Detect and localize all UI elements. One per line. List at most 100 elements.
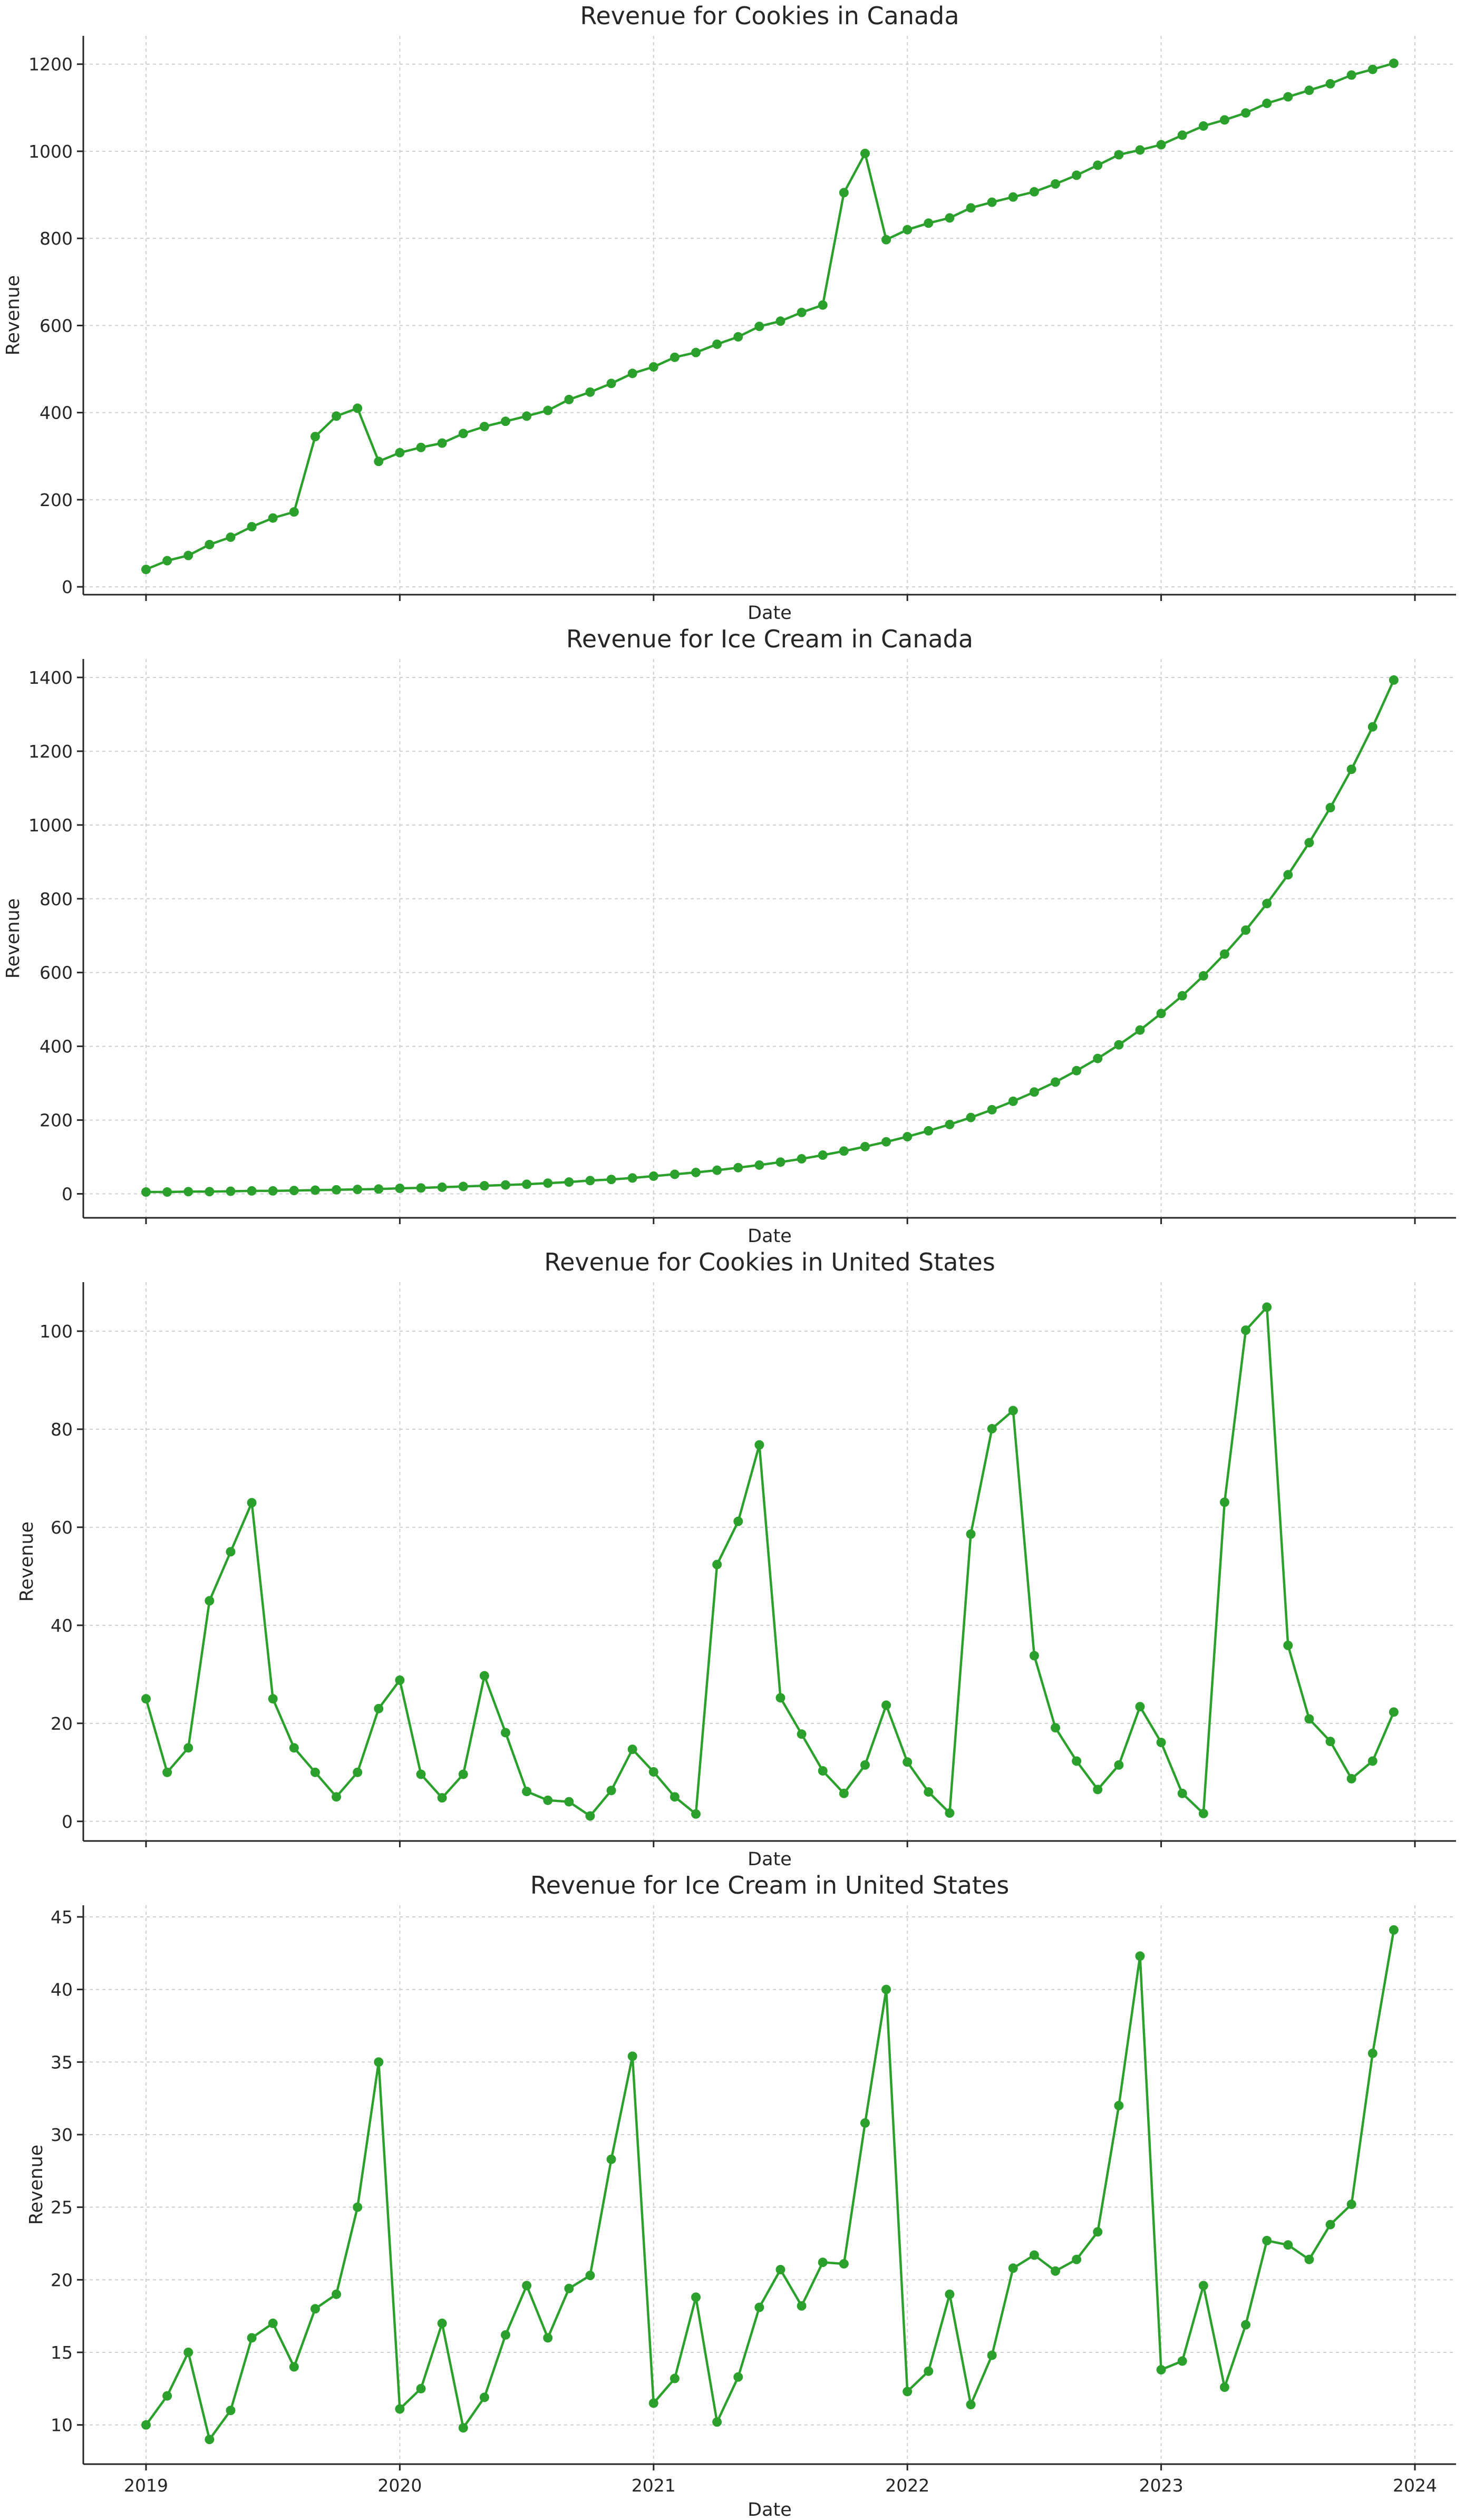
chart-1-point	[205, 539, 215, 549]
chart-4-point	[416, 2383, 426, 2393]
chart-2-point	[712, 1165, 722, 1175]
chart-2-point	[162, 1187, 172, 1197]
chart-4-point	[395, 2404, 405, 2414]
chart-3-point	[754, 1440, 764, 1450]
chart-2-point	[627, 1173, 637, 1183]
chart-1-point	[395, 448, 405, 458]
chart-2-point	[437, 1182, 447, 1192]
chart-2-point	[1219, 949, 1229, 959]
chart-4-point	[733, 2372, 743, 2382]
chart-3-point	[903, 1757, 913, 1767]
chart-1-point	[1156, 140, 1166, 150]
chart-3-point	[289, 1743, 299, 1753]
chart-1-ylabel: Revenue	[3, 275, 24, 355]
chart-3-point	[648, 1767, 658, 1777]
chart-4-ytick-label: 40	[51, 1980, 73, 2000]
chart-1-point	[247, 522, 257, 532]
chart-2-point	[839, 1146, 849, 1156]
chart-4-point	[775, 2265, 785, 2275]
chart-2-point	[289, 1186, 299, 1196]
chart-1-point	[1325, 79, 1335, 89]
chart-4-point	[500, 2330, 510, 2340]
chart-4-point	[437, 2318, 447, 2328]
chart-1-point	[500, 416, 510, 427]
chart-4-point	[839, 2259, 849, 2269]
chart-2-point	[183, 1187, 193, 1197]
chart-3-point	[966, 1529, 976, 1539]
chart-2-ytick-label: 1200	[28, 741, 73, 762]
chart-4-point	[945, 2289, 955, 2299]
chart-3-point	[818, 1766, 828, 1776]
chart-4-point	[1325, 2219, 1335, 2230]
chart-1-point	[183, 550, 193, 560]
chart-4-point	[1008, 2263, 1018, 2273]
chart-4-ytick-label: 25	[51, 2197, 73, 2218]
chart-2-point	[1262, 898, 1272, 908]
chart-2-point	[226, 1186, 236, 1196]
chart-4-point	[268, 2318, 278, 2328]
chart-3-xlabel: Date	[748, 1849, 792, 1870]
chart-4-ytick-label: 20	[51, 2270, 73, 2290]
chart-4-point	[1156, 2365, 1166, 2375]
chart-1-point	[1283, 92, 1293, 102]
chart-3-point	[395, 1675, 405, 1685]
chart-1-point	[881, 235, 891, 245]
chart-2-point	[924, 1126, 934, 1136]
chart-2-point	[332, 1185, 342, 1195]
chart-3-ytick-label: 100	[40, 1321, 73, 1342]
chart-3-point	[1156, 1738, 1166, 1748]
chart-2-ytick-label: 0	[62, 1184, 73, 1205]
chart-4-point	[1304, 2254, 1314, 2264]
chart-4-point	[374, 2057, 384, 2067]
chart-4-point	[903, 2387, 913, 2397]
chart-3-point	[1325, 1737, 1335, 1747]
chart-4-point	[966, 2400, 976, 2410]
chart-1-point	[818, 300, 828, 310]
chart-2-point	[1072, 1065, 1082, 1075]
chart-4-point	[289, 2362, 299, 2372]
chart-1-point	[1346, 70, 1356, 80]
chart-4-point	[1093, 2227, 1103, 2237]
chart-1-point	[268, 513, 278, 523]
chart-2-ytick-label: 1400	[28, 667, 73, 688]
chart-3-point	[775, 1693, 785, 1703]
chart-3-ytick-label: 20	[51, 1713, 73, 1734]
chart-2-point	[987, 1104, 997, 1114]
chart-1-point	[733, 332, 743, 342]
chart-1-point	[797, 307, 807, 317]
chart-4: 10 15 20 25 30 35 40 45 2019 2020 2021 2022 2023 2024…	[26, 1871, 1456, 2520]
chart-1-point	[1389, 59, 1399, 69]
chart-1-point	[670, 352, 680, 362]
chart-3-point	[268, 1694, 278, 1704]
chart-2-point	[1198, 971, 1208, 981]
chart-2-point	[522, 1179, 532, 1189]
chart-4-point	[458, 2423, 468, 2433]
chart-1-point	[479, 422, 489, 432]
chart-4-xlabel: Date	[748, 2499, 792, 2520]
chart-3-point	[1051, 1723, 1061, 1733]
chart-2-point	[1367, 722, 1377, 732]
chart-2-point	[141, 1187, 151, 1197]
chart-3-point	[1283, 1641, 1293, 1650]
chart-3-ylabel: Revenue	[16, 1521, 37, 1602]
chart-2-ytick-label: 600	[40, 963, 73, 983]
chart-1-point	[353, 403, 363, 413]
chart-2-point	[903, 1132, 913, 1142]
chart-2-point	[458, 1181, 468, 1191]
chart-3-point	[1008, 1406, 1018, 1416]
chart-3-point	[437, 1793, 447, 1803]
chart-3: 0 20 40 60 80 100 Revenue for Cookies in Unite…	[16, 1248, 1456, 1870]
chart-3-point	[945, 1808, 955, 1818]
chart-3-point	[1304, 1714, 1314, 1724]
chart-1-point	[416, 442, 426, 452]
chart-4-point	[606, 2154, 616, 2164]
chart-3-ytick-label: 60	[51, 1517, 73, 1538]
chart-1-point	[839, 188, 849, 198]
chart-4-point	[648, 2398, 658, 2408]
chart-2-point	[1093, 1053, 1103, 1063]
chart-1-series-line	[145, 62, 1394, 571]
chart-3-ytick-label: 0	[62, 1811, 73, 1832]
chart-2-point	[606, 1175, 616, 1185]
chart-1-point	[458, 429, 468, 439]
chart-3-point	[183, 1743, 193, 1753]
